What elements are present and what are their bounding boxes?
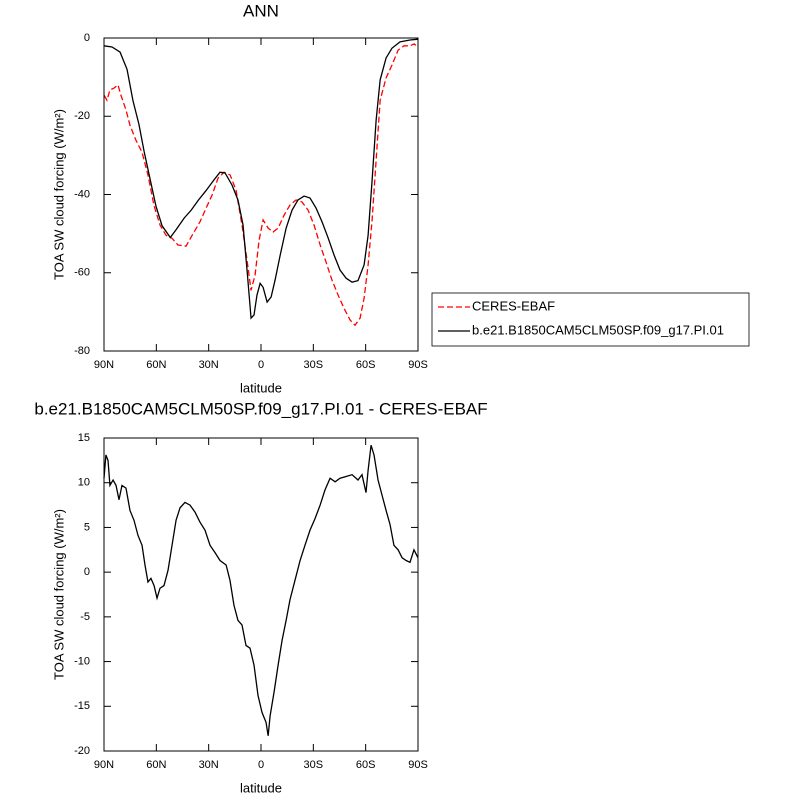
x-tick-label: 90N (94, 359, 114, 371)
data-line (103, 444, 419, 736)
y-tick-label: -80 (74, 345, 90, 357)
x-tick-label: 0 (258, 359, 264, 371)
legend-label: CERES-EBAF (472, 298, 555, 313)
y-tick-label: -60 (74, 267, 90, 279)
y-tick-label: -10 (74, 655, 90, 667)
x-tick-label: 90N (94, 759, 114, 771)
x-tick-label: 0 (258, 759, 264, 771)
x-tick-label: 90S (408, 759, 428, 771)
legend-label: b.e21.B1850CAM5CLM50SP.f09_g17.PI.01 (472, 322, 724, 337)
x-tick-label: 30N (199, 359, 219, 371)
y-tick-label: -5 (80, 611, 90, 623)
y-tick-label: 0 (84, 566, 90, 578)
y-tick-label: 10 (78, 477, 90, 489)
x-axis-label: latitude (240, 380, 282, 395)
legend-box (431, 292, 750, 347)
x-tick-label: 60N (146, 759, 166, 771)
x-tick-label: 30S (304, 759, 324, 771)
y-axis-label: TOA SW cloud forcing (W/m²) (51, 109, 66, 280)
x-tick-label: 60S (356, 759, 376, 771)
x-tick-label: 30S (304, 359, 324, 371)
y-tick-label: 5 (84, 521, 90, 533)
data-line (103, 43, 419, 327)
chart-title: ANN (243, 1, 279, 20)
y-tick-label: 15 (78, 432, 90, 444)
y-tick-label: -20 (74, 745, 90, 757)
y-tick-label: -20 (74, 110, 90, 122)
data-line (103, 38, 419, 320)
y-tick-label: 0 (84, 32, 90, 44)
x-tick-label: 60S (356, 359, 376, 371)
y-tick-label: -15 (74, 700, 90, 712)
plot-frame (103, 437, 419, 752)
y-tick-label: -40 (74, 188, 90, 200)
chart-title: b.e21.B1850CAM5CLM50SP.f09_g17.PI.01 - C… (34, 399, 487, 418)
x-tick-label: 60N (146, 359, 166, 371)
plot-frame (103, 37, 419, 352)
y-axis-label: TOA SW cloud forcing (W/m²) (51, 509, 66, 680)
x-tick-label: 90S (408, 359, 428, 371)
x-tick-label: 30N (199, 759, 219, 771)
x-axis-label: latitude (240, 780, 282, 795)
